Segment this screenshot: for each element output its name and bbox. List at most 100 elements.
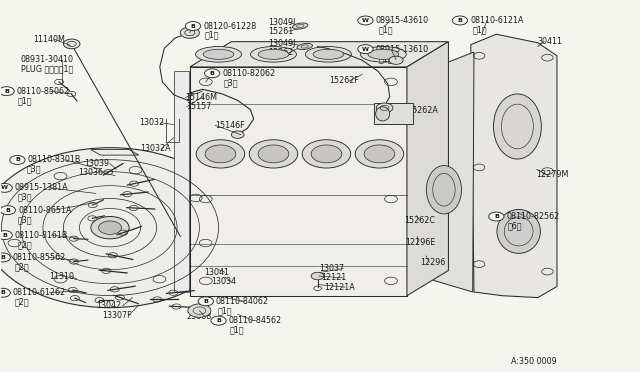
Text: 11140M: 11140M bbox=[33, 35, 65, 44]
Text: 08110-84062: 08110-84062 bbox=[216, 297, 269, 306]
Text: B: B bbox=[0, 255, 5, 260]
Text: B: B bbox=[210, 71, 214, 76]
Text: （1）: （1） bbox=[473, 25, 487, 34]
Ellipse shape bbox=[360, 46, 406, 62]
Text: A:350 0009: A:350 0009 bbox=[511, 357, 557, 366]
Text: 13049J: 13049J bbox=[268, 18, 296, 27]
Polygon shape bbox=[413, 52, 474, 292]
Circle shape bbox=[364, 145, 395, 163]
Text: （1）: （1） bbox=[378, 54, 393, 63]
Text: 30411: 30411 bbox=[538, 37, 563, 46]
Text: PLUG プラグ（1）: PLUG プラグ（1） bbox=[20, 64, 73, 73]
Text: 13042: 13042 bbox=[96, 301, 121, 310]
Ellipse shape bbox=[0, 148, 237, 308]
Text: （3）: （3） bbox=[27, 165, 42, 174]
Circle shape bbox=[355, 140, 404, 168]
Text: B: B bbox=[494, 214, 499, 219]
Text: B: B bbox=[0, 290, 5, 295]
Circle shape bbox=[63, 39, 80, 49]
Text: 15262F: 15262F bbox=[329, 76, 359, 85]
Polygon shape bbox=[407, 42, 449, 296]
Circle shape bbox=[302, 140, 351, 168]
Circle shape bbox=[452, 16, 468, 25]
Text: （6）: （6） bbox=[508, 221, 522, 230]
Text: （1）: （1） bbox=[378, 25, 393, 34]
Text: 08110-8651A: 08110-8651A bbox=[18, 206, 72, 215]
Circle shape bbox=[0, 253, 10, 262]
Circle shape bbox=[311, 145, 342, 163]
Ellipse shape bbox=[497, 209, 540, 253]
Text: 13034: 13034 bbox=[211, 277, 236, 286]
Text: （1）: （1） bbox=[217, 306, 232, 315]
Text: W: W bbox=[1, 185, 8, 190]
Ellipse shape bbox=[368, 49, 399, 60]
Circle shape bbox=[0, 206, 15, 215]
Text: 08110-82562: 08110-82562 bbox=[506, 212, 560, 221]
Circle shape bbox=[198, 297, 214, 306]
Text: （1）: （1） bbox=[205, 31, 219, 40]
Text: 13049J: 13049J bbox=[268, 39, 296, 48]
Circle shape bbox=[10, 155, 25, 164]
Text: 15262: 15262 bbox=[268, 48, 294, 57]
Circle shape bbox=[196, 140, 244, 168]
Text: 12121: 12121 bbox=[321, 273, 346, 282]
Circle shape bbox=[0, 87, 14, 96]
Circle shape bbox=[99, 221, 122, 234]
Circle shape bbox=[358, 16, 373, 25]
Circle shape bbox=[389, 56, 403, 64]
Ellipse shape bbox=[313, 49, 344, 60]
Text: 12121A: 12121A bbox=[324, 283, 355, 292]
Text: 11310: 11310 bbox=[49, 272, 74, 280]
Text: B: B bbox=[2, 232, 7, 238]
Text: 08915-1381A: 08915-1381A bbox=[15, 183, 68, 192]
Circle shape bbox=[0, 231, 12, 240]
Ellipse shape bbox=[426, 166, 461, 214]
Text: B: B bbox=[216, 318, 221, 323]
Text: 08110-85562: 08110-85562 bbox=[13, 253, 66, 262]
Circle shape bbox=[258, 145, 289, 163]
Circle shape bbox=[211, 316, 226, 325]
Text: B: B bbox=[4, 89, 9, 94]
Text: （3）: （3） bbox=[17, 193, 32, 202]
Text: B: B bbox=[5, 208, 10, 213]
Ellipse shape bbox=[297, 44, 312, 49]
Text: 08110-61262: 08110-61262 bbox=[13, 288, 66, 297]
Text: 13307F: 13307F bbox=[102, 311, 132, 320]
Polygon shape bbox=[471, 34, 557, 298]
Text: 08110-8301B: 08110-8301B bbox=[28, 155, 81, 164]
Circle shape bbox=[0, 183, 12, 192]
Text: B: B bbox=[15, 157, 20, 163]
Circle shape bbox=[91, 217, 129, 239]
Circle shape bbox=[489, 212, 504, 221]
Text: （1）: （1） bbox=[17, 96, 32, 105]
Text: （2）: （2） bbox=[17, 240, 32, 249]
Text: 08110-8161B: 08110-8161B bbox=[15, 231, 68, 240]
Text: 08110-84562: 08110-84562 bbox=[228, 316, 282, 325]
Ellipse shape bbox=[292, 23, 308, 29]
Text: B: B bbox=[204, 299, 208, 304]
Circle shape bbox=[0, 288, 10, 297]
FancyBboxPatch shape bbox=[374, 103, 413, 124]
Text: 08110-82062: 08110-82062 bbox=[222, 69, 275, 78]
Text: 13032: 13032 bbox=[139, 118, 164, 127]
Ellipse shape bbox=[204, 49, 234, 60]
Text: 12296E: 12296E bbox=[405, 238, 435, 247]
Polygon shape bbox=[174, 71, 189, 292]
Circle shape bbox=[205, 69, 220, 78]
Ellipse shape bbox=[493, 94, 541, 159]
Text: 08110-6121A: 08110-6121A bbox=[470, 16, 524, 25]
Text: 15262A: 15262A bbox=[407, 106, 438, 115]
Circle shape bbox=[180, 27, 200, 38]
Text: 25068: 25068 bbox=[187, 312, 212, 321]
Ellipse shape bbox=[250, 46, 296, 62]
Text: 12296: 12296 bbox=[420, 258, 445, 267]
Circle shape bbox=[311, 272, 324, 280]
Text: 13037: 13037 bbox=[319, 264, 344, 273]
Text: 15146F: 15146F bbox=[216, 121, 245, 130]
Circle shape bbox=[205, 145, 236, 163]
Text: B: B bbox=[191, 23, 195, 29]
Text: 13032A: 13032A bbox=[141, 144, 172, 153]
Text: 13039: 13039 bbox=[84, 159, 109, 168]
Text: W: W bbox=[362, 46, 369, 52]
Polygon shape bbox=[91, 150, 139, 155]
